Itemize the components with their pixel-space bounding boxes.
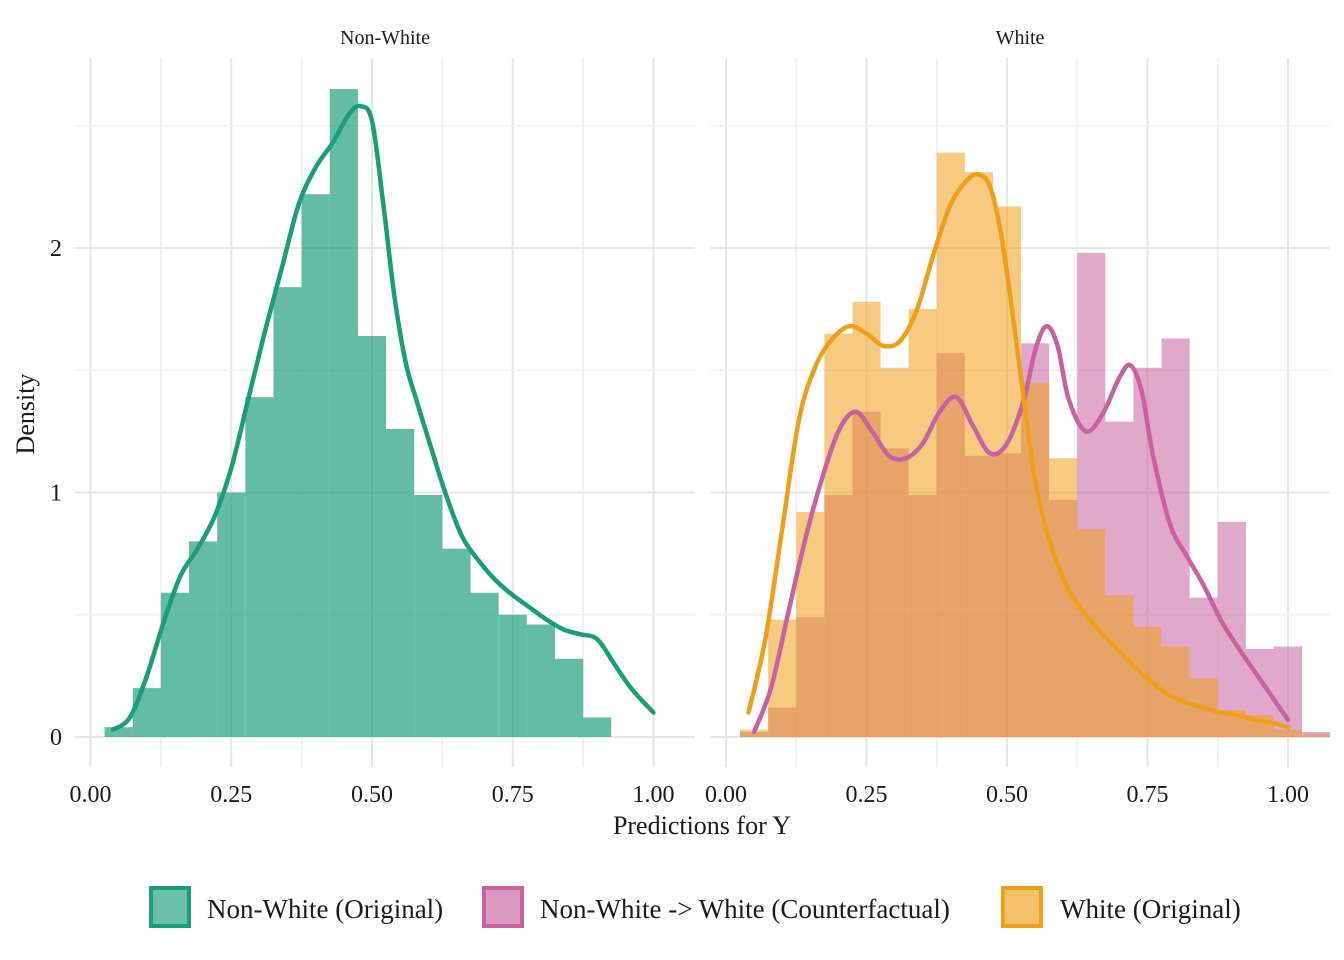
histogram-bar — [554, 658, 584, 737]
histogram-bar — [414, 494, 443, 737]
x-tick-label: 1.00 — [1267, 782, 1309, 808]
histogram-bar — [132, 688, 161, 737]
histogram-bar — [1217, 521, 1246, 737]
legend-item: White (Original) — [1001, 886, 1241, 928]
x-tick-label: 0.00 — [705, 782, 747, 808]
histogram-bar — [1021, 382, 1050, 737]
histogram-bar — [992, 206, 1022, 737]
legend-label: White (Original) — [1060, 894, 1241, 924]
histogram-bar — [189, 541, 218, 737]
histogram-bar — [1302, 734, 1331, 737]
panel-white: White 0.00 0.25 0.50 0.75 1.00 — [705, 27, 1331, 808]
histogram-bar — [796, 512, 825, 737]
legend: Non-White (Original) Non-White -> White (… — [149, 886, 1241, 928]
legend-item: Non-White -> White (Counterfactual) — [482, 886, 950, 928]
density-curve — [110, 103, 656, 732]
density-curves — [746, 171, 1291, 735]
facet-title: Non-White — [340, 27, 430, 49]
density-curve — [751, 323, 1291, 735]
histogram-bar — [1273, 729, 1303, 737]
legend-key — [1001, 886, 1043, 928]
x-tick-label: 0.75 — [1127, 782, 1169, 808]
histogram-bar — [386, 428, 415, 737]
histogram-bar — [526, 624, 555, 737]
y-tick-labels: 0 1 2 — [50, 236, 62, 751]
y-tick-label: 0 — [50, 725, 62, 751]
histogram-bar — [852, 301, 881, 737]
legend-key — [149, 886, 191, 928]
histogram-bar — [442, 548, 471, 737]
y-axis-title: Density — [11, 374, 40, 455]
histogram-bar — [498, 614, 527, 737]
legend-item: Non-White (Original) — [149, 886, 443, 928]
histogram-bar — [301, 194, 330, 737]
density-curve — [746, 171, 1291, 730]
panel-non-white: Non-White 0.00 0.25 0.50 0.75 1.00 — [70, 27, 695, 808]
histogram-bar — [470, 592, 499, 737]
histogram-bars — [104, 89, 612, 737]
x-tick-label: 1.00 — [633, 782, 675, 808]
x-tick-label: 0.25 — [210, 782, 252, 808]
y-tick-label: 2 — [50, 236, 62, 262]
histogram-bar — [583, 717, 612, 737]
x-tick-label: 0.75 — [492, 782, 534, 808]
density-curves — [110, 103, 656, 732]
histogram-bars — [740, 152, 1331, 737]
histogram-bar — [936, 152, 965, 737]
legend-key — [482, 886, 524, 928]
x-tick-labels: 0.00 0.25 0.50 0.75 1.00 — [70, 782, 675, 808]
histogram-bar — [1133, 626, 1162, 737]
histogram-bar — [824, 333, 853, 737]
histogram-bar — [273, 287, 302, 737]
legend-label: Non-White -> White (Counterfactual) — [540, 894, 950, 924]
legend-label: Non-White (Original) — [207, 894, 443, 924]
x-tick-labels: 0.00 0.25 0.50 0.75 1.00 — [705, 782, 1309, 808]
x-tick-label: 0.50 — [986, 782, 1028, 808]
histogram-bar — [329, 89, 358, 737]
x-tick-label: 0.25 — [846, 782, 888, 808]
facet-title: White — [996, 27, 1045, 49]
x-axis-title: Predictions for Y — [613, 811, 791, 840]
histogram-bar — [104, 727, 133, 737]
histogram-bar — [217, 492, 246, 737]
y-tick-label: 1 — [50, 481, 62, 507]
x-tick-label: 0.00 — [70, 782, 112, 808]
histogram-bar — [357, 336, 387, 737]
x-tick-label: 0.50 — [351, 782, 393, 808]
histogram-bar — [245, 397, 274, 737]
histogram-bar — [1105, 595, 1134, 737]
histogram-bar — [908, 309, 937, 737]
histogram-bar — [880, 367, 909, 737]
